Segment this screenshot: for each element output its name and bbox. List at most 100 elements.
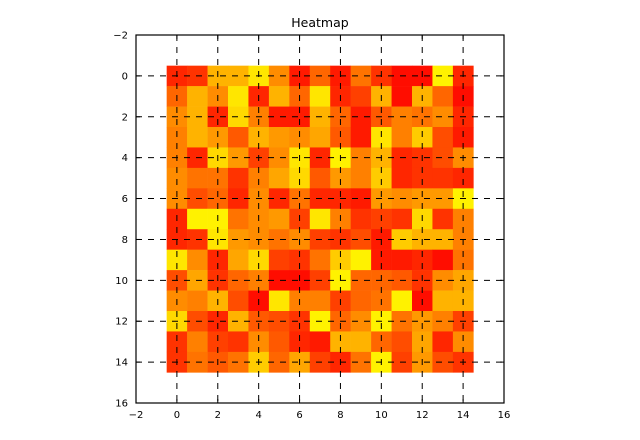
y-tick-label: 2 <box>122 112 128 123</box>
heatmap-cell <box>391 167 413 189</box>
heatmap-cell <box>432 86 454 107</box>
heatmap-cell <box>371 167 392 189</box>
heatmap-cell <box>268 167 290 189</box>
x-tick-label: 16 <box>498 410 511 421</box>
heatmap-cell <box>268 208 290 230</box>
heatmap-cell <box>207 106 229 128</box>
heatmap-cell <box>391 331 413 353</box>
y-tick-label: 0 <box>122 71 128 82</box>
heatmap-cell <box>207 249 229 271</box>
heatmap-cell <box>228 270 249 291</box>
heatmap-cell <box>207 331 229 353</box>
heatmap-cell <box>432 270 454 291</box>
heatmap-cell <box>412 167 433 189</box>
heatmap-cell <box>228 331 249 353</box>
heatmap-cell <box>187 290 208 312</box>
heatmap-cell <box>187 208 208 230</box>
x-tick-label: −2 <box>129 410 144 421</box>
heatmap-cell <box>187 331 208 353</box>
heatmap-cell <box>268 331 290 353</box>
heatmap-cell <box>371 127 392 148</box>
heatmap-cell <box>452 331 474 353</box>
y-tick-label: 12 <box>115 317 128 328</box>
heatmap-cell <box>207 188 229 210</box>
heatmap-cell <box>432 188 454 210</box>
heatmap-cell <box>432 65 454 87</box>
heatmap-cell <box>289 249 311 271</box>
x-tick-label: 8 <box>337 410 343 421</box>
heatmap-cell <box>228 127 249 148</box>
x-tick-label: 4 <box>255 410 261 421</box>
heatmap-cell <box>166 167 188 189</box>
heatmap-cell <box>432 229 454 250</box>
y-tick-label: −2 <box>113 31 128 42</box>
y-tick-label: 14 <box>115 358 128 369</box>
heatmap-cell <box>412 311 433 332</box>
heatmap-cell <box>391 127 413 148</box>
heatmap-cell <box>248 127 270 148</box>
heatmap-cell <box>289 331 311 353</box>
heatmap-cell <box>330 249 351 271</box>
heatmap-cell <box>412 127 433 148</box>
heatmap-cell <box>187 249 208 271</box>
heatmap-cell <box>228 290 249 312</box>
grid-lines <box>136 35 504 403</box>
heatmap-cell <box>289 127 311 148</box>
chart-title: Heatmap <box>291 15 348 30</box>
heatmap-cell <box>452 167 474 189</box>
heatmap-cell <box>268 106 290 128</box>
heatmap-cell <box>289 311 311 332</box>
heatmap-cells <box>166 65 474 373</box>
heatmap-cell <box>207 127 229 148</box>
heatmap-cell <box>309 208 331 230</box>
heatmap-cell <box>187 86 208 107</box>
heatmap-cell <box>268 249 290 271</box>
y-tick-label: 4 <box>122 153 128 164</box>
heatmap-cell <box>228 86 249 107</box>
heatmap-cell <box>412 331 433 353</box>
heatmap-cell <box>391 290 413 312</box>
heatmap-cell <box>350 351 372 373</box>
heatmap-cell <box>166 127 188 148</box>
x-tick-label: 12 <box>416 410 429 421</box>
heatmap-cell <box>391 86 413 107</box>
heatmap-cell <box>432 351 454 373</box>
heatmap-cell <box>248 167 270 189</box>
heatmap-cell <box>350 249 372 271</box>
y-tick-label: 8 <box>122 235 128 246</box>
heatmap-cell <box>268 188 290 210</box>
heatmap-cell <box>350 65 372 87</box>
heatmap-cell <box>309 86 331 107</box>
heatmap-cell <box>228 208 249 230</box>
heatmap-cell <box>432 331 454 353</box>
heatmap-cell <box>412 188 433 210</box>
heatmap-cell <box>228 167 249 189</box>
heatmap-cell <box>268 127 290 148</box>
heatmap-cell <box>309 249 331 271</box>
x-tick-label: 6 <box>296 410 302 421</box>
heatmap-cell <box>228 106 249 128</box>
heatmap-cell <box>391 208 413 230</box>
heatmap-cell <box>350 106 372 128</box>
heatmap-cell <box>452 249 474 271</box>
heatmap-cell <box>228 351 249 373</box>
heatmap-cell <box>371 249 392 271</box>
heatmap-cell <box>207 311 229 332</box>
x-tick-label: 10 <box>375 410 388 421</box>
heatmap-cell <box>432 127 454 148</box>
heatmap-cell <box>289 188 311 210</box>
heatmap-cell <box>350 147 372 169</box>
heatmap-cell <box>330 331 351 353</box>
heatmap-cell <box>432 311 454 332</box>
heatmap-cell <box>268 290 290 312</box>
heatmap-cell <box>268 86 290 107</box>
heatmap-cell <box>309 331 331 353</box>
x-tick-label: 0 <box>174 410 180 421</box>
heatmap-cell <box>248 249 270 271</box>
heatmap-cell <box>350 167 372 189</box>
heatmap-cell <box>289 167 311 189</box>
heatmap-cell <box>330 167 351 189</box>
heatmap-cell <box>228 188 249 210</box>
heatmap-cell <box>432 290 454 312</box>
